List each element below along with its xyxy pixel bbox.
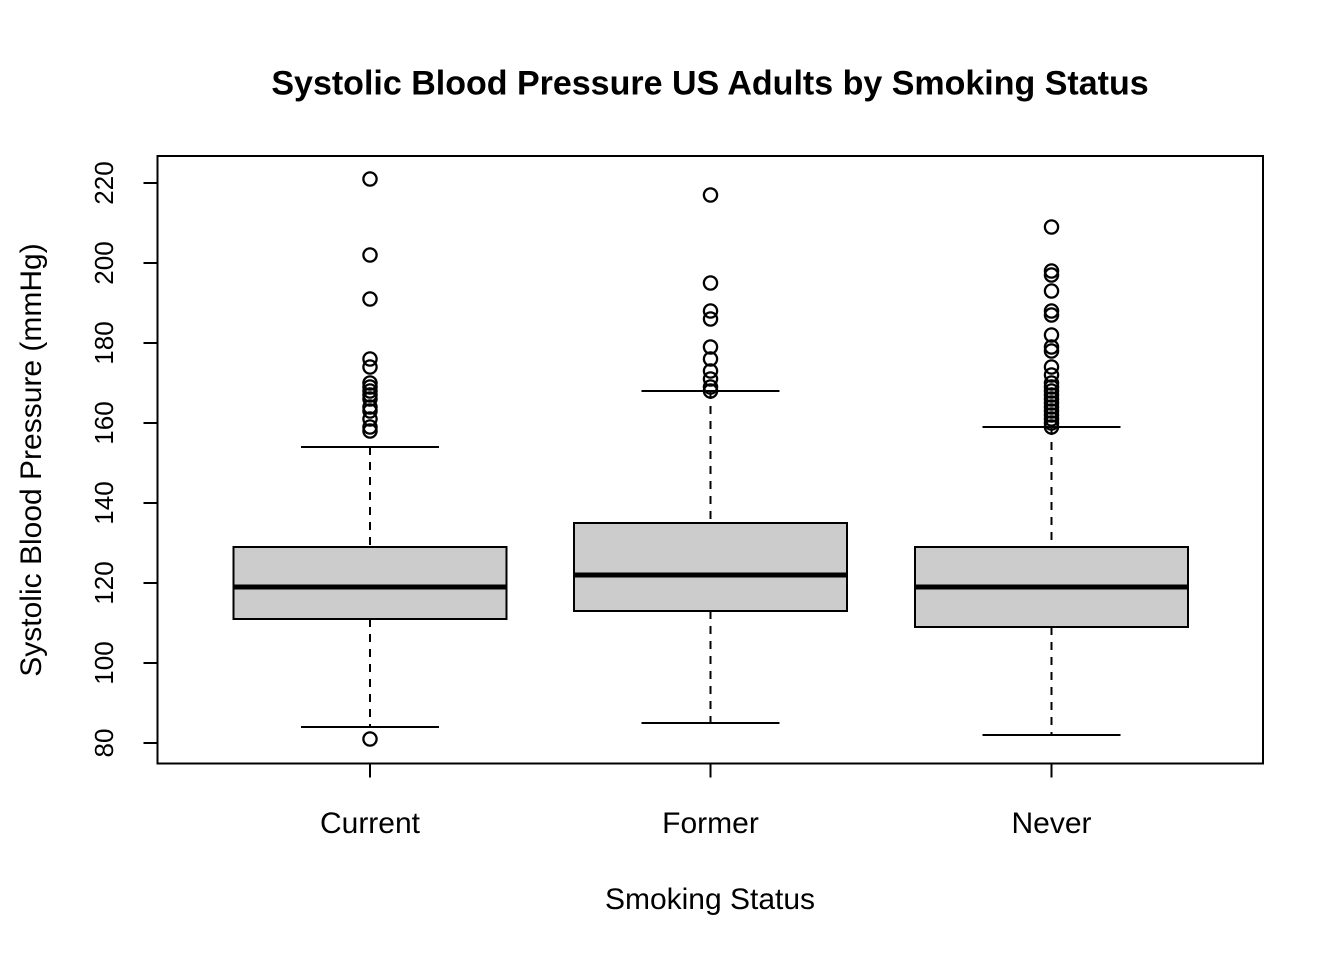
chart-title: Systolic Blood Pressure US Adults by Smo… (271, 64, 1149, 103)
outlier-point (702, 351, 719, 367)
outlier-point (362, 419, 378, 435)
outlier-point (1043, 339, 1060, 355)
y-axis-tick-label: 220 (89, 161, 119, 204)
outlier-point (702, 363, 719, 379)
y-axis-tick-label: 140 (89, 481, 119, 524)
outlier-point (702, 371, 719, 387)
outlier-point (362, 291, 378, 307)
outlier-point (702, 311, 719, 327)
outlier-point (702, 275, 719, 291)
outlier-point (1043, 283, 1060, 299)
x-axis-category-label: Current (320, 807, 421, 840)
outlier-point (1043, 375, 1060, 391)
outlier-point (1043, 303, 1060, 319)
outlier-point (362, 171, 378, 187)
y-axis-tick-label: 200 (89, 241, 119, 284)
y-axis-tick-label: 120 (89, 561, 119, 604)
y-axis-tick-label: 160 (89, 401, 119, 444)
iqr-box (573, 522, 848, 612)
outlier-point (1043, 219, 1060, 235)
x-axis-title: Smoking Status (604, 883, 816, 916)
outlier-point (362, 399, 378, 415)
outlier-point (362, 247, 378, 263)
outlier-point (362, 731, 378, 747)
outlier-point (362, 359, 378, 375)
outlier-point (702, 379, 719, 395)
outlier-point (362, 411, 378, 427)
outlier-point (1043, 327, 1060, 343)
outlier-point (1043, 359, 1060, 375)
x-axis-category-label: Never (1011, 807, 1091, 840)
outlier-point (702, 339, 719, 355)
x-axis-category-label: Former (662, 807, 759, 840)
outlier-point (362, 351, 378, 367)
outlier-point (1043, 367, 1060, 383)
iqr-box (232, 546, 508, 620)
y-axis-tick-label: 100 (89, 641, 119, 684)
outlier-point (702, 303, 719, 319)
y-axis-tick-label: 180 (89, 321, 119, 364)
outlier-point (702, 187, 719, 203)
outlier-point (362, 375, 378, 391)
y-axis-tick-label: 80 (89, 729, 119, 758)
outlier-point (1043, 263, 1060, 279)
